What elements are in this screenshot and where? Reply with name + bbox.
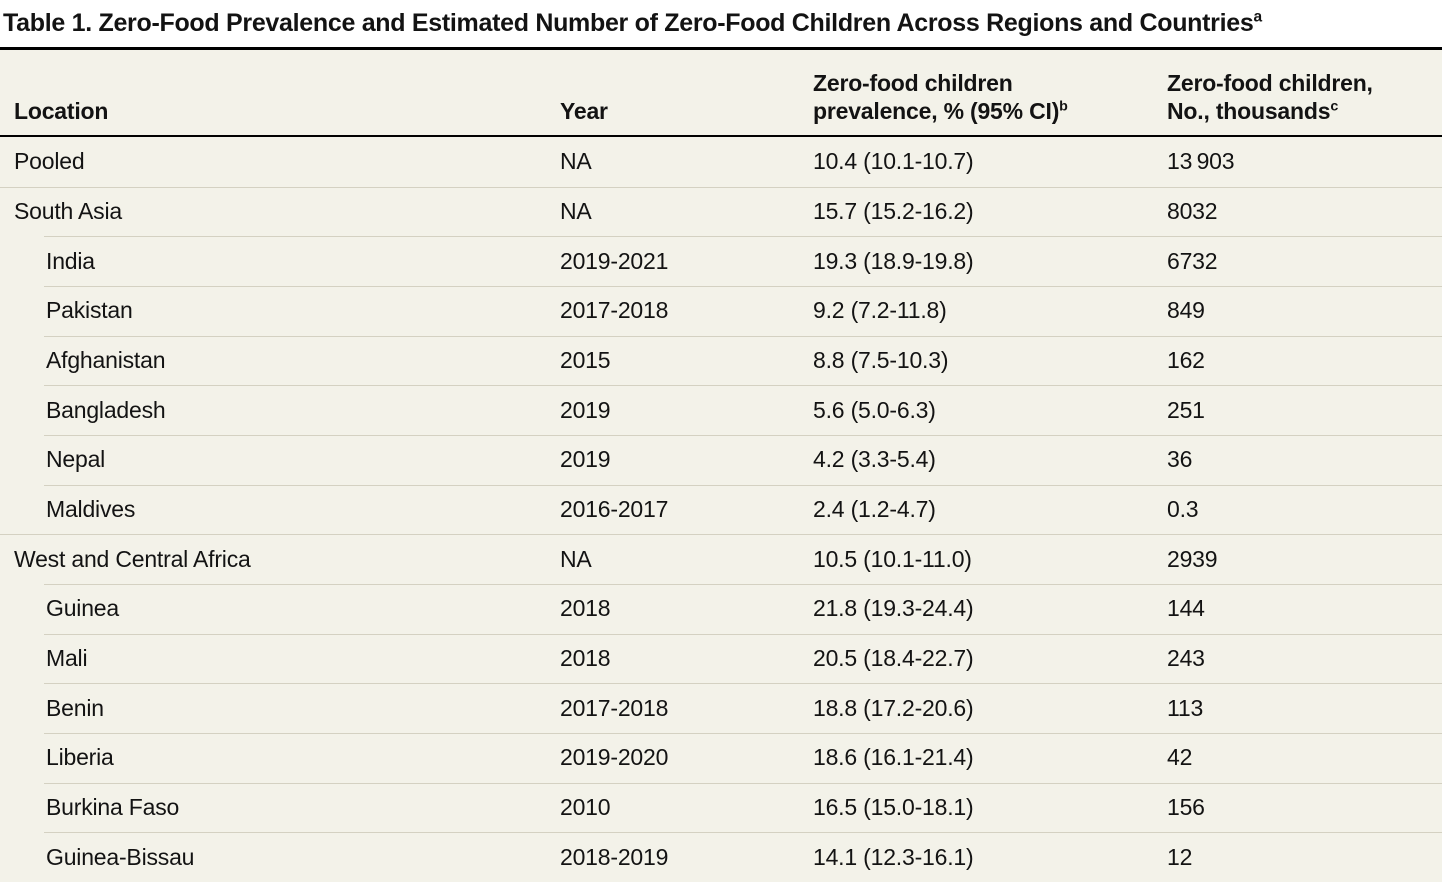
cell-number: 13 903 — [1167, 148, 1235, 175]
table-title-text: Table 1. Zero-Food Prevalence and Estima… — [3, 9, 1254, 37]
table-row: Afghanistan 2015 8.8 (7.5-10.3) 162 — [0, 335, 1442, 386]
table-row: Guinea-Bissau 2018-2019 14.1 (12.3-16.1)… — [0, 832, 1442, 882]
cell-year: 2018-2019 — [560, 843, 669, 870]
number-footnote-marker: c — [1330, 98, 1339, 115]
table-row: Burkina Faso 2010 16.5 (15.0-18.1) 156 — [0, 782, 1442, 833]
cell-year: 2018 — [560, 595, 611, 622]
cell-location: Liberia — [46, 744, 114, 771]
cell-year: 2019-2020 — [560, 744, 669, 771]
cell-prevalence: 5.6 (5.0-6.3) — [813, 396, 936, 423]
cell-prevalence: 10.5 (10.1-11.0) — [813, 545, 972, 572]
column-header-prevalence-line1: Zero-food children — [813, 70, 1013, 96]
cell-number: 156 — [1167, 793, 1205, 820]
cell-location: West and Central Africa — [14, 545, 251, 572]
cell-location: Benin — [46, 694, 104, 721]
cell-number: 162 — [1167, 346, 1205, 373]
table-row: Bangladesh 2019 5.6 (5.0-6.3) 251 — [0, 385, 1442, 435]
column-header-location: Location — [14, 98, 109, 124]
cell-year: 2016-2017 — [560, 495, 669, 522]
cell-year: 2018 — [560, 644, 611, 671]
table-row: West and Central Africa NA 10.5 (10.1-11… — [0, 534, 1442, 584]
cell-location: Pakistan — [46, 297, 133, 324]
cell-number: 42 — [1167, 744, 1193, 771]
column-header-prevalence-line2: prevalence, % (95% CI)b — [813, 97, 1167, 125]
cell-prevalence: 18.6 (16.1-21.4) — [813, 744, 974, 771]
table-row: Mali 2018 20.5 (18.4-22.7) 243 — [0, 633, 1442, 684]
cell-prevalence: 15.7 (15.2-16.2) — [813, 197, 974, 224]
table-row: India 2019-2021 19.3 (18.9-19.8) 6732 — [0, 236, 1442, 286]
column-header-number-line2: No., thousandsc — [1167, 97, 1442, 125]
cell-prevalence: 16.5 (15.0-18.1) — [813, 793, 974, 820]
cell-year: NA — [560, 197, 592, 224]
cell-location: Bangladesh — [46, 396, 166, 423]
table-row: Guinea 2018 21.8 (19.3-24.4) 144 — [0, 583, 1442, 634]
cell-prevalence: 21.8 (19.3-24.4) — [813, 595, 974, 622]
cell-location: India — [46, 247, 95, 274]
cell-location: Guinea — [46, 595, 119, 622]
cell-year: 2015 — [560, 346, 611, 373]
table-caption: Table 1. Zero-Food Prevalence and Estima… — [0, 0, 1446, 47]
cell-number: 36 — [1167, 446, 1193, 473]
cell-location: Nepal — [46, 446, 106, 473]
cell-year: NA — [560, 148, 592, 175]
cell-year: 2019-2021 — [560, 247, 669, 274]
column-header-number-line2-text: No., thousands — [1167, 98, 1331, 124]
column-header-prevalence: Zero-food children prevalence, % (95% CI… — [813, 69, 1167, 135]
table-row: Nepal 2019 4.2 (3.3-5.4) 36 — [0, 434, 1442, 485]
cell-number: 251 — [1167, 396, 1205, 423]
cell-number: 2939 — [1167, 545, 1218, 572]
cell-year: NA — [560, 545, 592, 572]
cell-prevalence: 2.4 (1.2-4.7) — [813, 495, 936, 522]
cell-prevalence: 4.2 (3.3-5.4) — [813, 446, 936, 473]
cell-year: 2010 — [560, 793, 611, 820]
cell-location: South Asia — [14, 197, 122, 224]
cell-location: Mali — [46, 644, 88, 671]
table-row: Maldives 2016-2017 2.4 (1.2-4.7) 0.3 — [0, 484, 1442, 535]
prevalence-footnote-marker: b — [1059, 98, 1068, 115]
table-header-row: Location Year Zero-food children prevale… — [0, 50, 1442, 137]
table-row: Pakistan 2017-2018 9.2 (7.2-11.8) 849 — [0, 285, 1442, 336]
table-title: Table 1. Zero-Food Prevalence and Estima… — [3, 8, 1262, 37]
cell-location: Guinea-Bissau — [46, 843, 195, 870]
column-header-number: Zero-food children, No., thousandsc — [1167, 69, 1442, 135]
cell-prevalence: 9.2 (7.2-11.8) — [813, 297, 947, 324]
cell-number: 0.3 — [1167, 495, 1199, 522]
cell-prevalence: 10.4 (10.1-10.7) — [813, 148, 974, 175]
cell-prevalence: 19.3 (18.9-19.8) — [813, 247, 974, 274]
table-row: Pooled NA 10.4 (10.1-10.7) 13 903 — [0, 137, 1442, 187]
cell-number: 12 — [1167, 843, 1193, 870]
cell-number: 144 — [1167, 595, 1205, 622]
table-row: Benin 2017-2018 18.8 (17.2-20.6) 113 — [0, 683, 1442, 733]
cell-prevalence: 20.5 (18.4-22.7) — [813, 644, 974, 671]
table-title-footnote-marker: a — [1253, 8, 1262, 26]
cell-prevalence: 8.8 (7.5-10.3) — [813, 346, 949, 373]
cell-location: Burkina Faso — [46, 793, 180, 820]
table-row: South Asia NA 15.7 (15.2-16.2) 8032 — [0, 186, 1442, 237]
table-row: Liberia 2019-2020 18.6 (16.1-21.4) 42 — [0, 732, 1442, 783]
cell-location: Afghanistan — [46, 346, 166, 373]
cell-number: 243 — [1167, 644, 1205, 671]
cell-year: 2017-2018 — [560, 694, 669, 721]
cell-number: 6732 — [1167, 247, 1218, 274]
column-header-number-line1: Zero-food children, — [1167, 70, 1373, 96]
column-header-year: Year — [560, 98, 608, 124]
cell-number: 8032 — [1167, 197, 1218, 224]
cell-location: Maldives — [46, 495, 136, 522]
cell-location: Pooled — [14, 148, 85, 175]
column-header-prevalence-line2-text: prevalence, % (95% CI) — [813, 98, 1060, 124]
cell-number: 849 — [1167, 297, 1205, 324]
cell-prevalence: 14.1 (12.3-16.1) — [813, 843, 974, 870]
cell-year: 2019 — [560, 396, 611, 423]
cell-year: 2019 — [560, 446, 611, 473]
cell-number: 113 — [1167, 694, 1204, 721]
cell-year: 2017-2018 — [560, 297, 669, 324]
data-table: Location Year Zero-food children prevale… — [0, 47, 1442, 882]
cell-prevalence: 18.8 (17.2-20.6) — [813, 694, 974, 721]
